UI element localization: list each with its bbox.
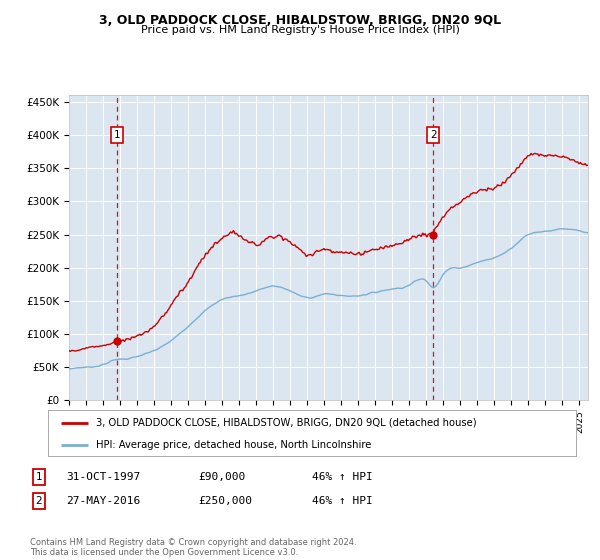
- Text: 3, OLD PADDOCK CLOSE, HIBALDSTOW, BRIGG, DN20 9QL: 3, OLD PADDOCK CLOSE, HIBALDSTOW, BRIGG,…: [99, 14, 501, 27]
- Text: Price paid vs. HM Land Registry's House Price Index (HPI): Price paid vs. HM Land Registry's House …: [140, 25, 460, 35]
- Text: 2: 2: [430, 130, 437, 140]
- Text: £90,000: £90,000: [198, 472, 245, 482]
- Text: HPI: Average price, detached house, North Lincolnshire: HPI: Average price, detached house, Nort…: [95, 440, 371, 450]
- Text: 1: 1: [35, 472, 43, 482]
- Text: Contains HM Land Registry data © Crown copyright and database right 2024.
This d: Contains HM Land Registry data © Crown c…: [30, 538, 356, 557]
- Text: 27-MAY-2016: 27-MAY-2016: [66, 496, 140, 506]
- Text: 46% ↑ HPI: 46% ↑ HPI: [312, 472, 373, 482]
- Text: 2: 2: [35, 496, 43, 506]
- Text: 3, OLD PADDOCK CLOSE, HIBALDSTOW, BRIGG, DN20 9QL (detached house): 3, OLD PADDOCK CLOSE, HIBALDSTOW, BRIGG,…: [95, 418, 476, 428]
- Text: £250,000: £250,000: [198, 496, 252, 506]
- Text: 31-OCT-1997: 31-OCT-1997: [66, 472, 140, 482]
- Text: 1: 1: [114, 130, 121, 140]
- Text: 46% ↑ HPI: 46% ↑ HPI: [312, 496, 373, 506]
